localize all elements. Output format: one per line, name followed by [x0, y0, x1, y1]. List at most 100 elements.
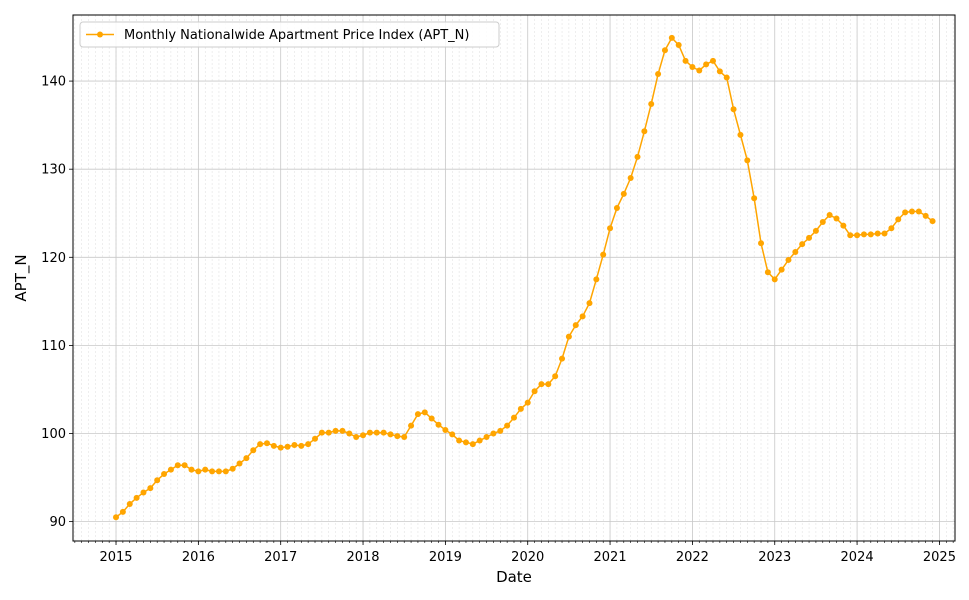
- data-point: [126, 500, 133, 507]
- data-point: [723, 74, 730, 81]
- data-point: [140, 489, 147, 496]
- data-point: [270, 442, 277, 449]
- data-point: [682, 57, 689, 64]
- data-point: [661, 47, 668, 54]
- data-point: [263, 440, 270, 447]
- x-tick-label: 2023: [758, 550, 791, 565]
- data-point: [874, 230, 881, 237]
- data-point: [895, 216, 902, 223]
- data-point: [764, 269, 771, 276]
- data-point: [607, 225, 614, 232]
- y-axis-title: APT_N: [12, 254, 31, 301]
- data-point: [360, 432, 367, 439]
- data-point: [257, 441, 264, 448]
- data-point: [284, 443, 291, 450]
- data-point: [517, 405, 524, 412]
- data-point: [188, 466, 195, 473]
- data-point: [380, 429, 387, 436]
- data-point: [119, 508, 126, 515]
- y-tick-labels: 90 100 110 120 130 140: [41, 75, 66, 531]
- data-point: [675, 41, 682, 48]
- data-point: [538, 381, 545, 388]
- data-point: [332, 427, 339, 434]
- data-point: [620, 190, 627, 197]
- data-point: [641, 128, 648, 135]
- x-axis-title: Date: [496, 568, 532, 586]
- data-point: [394, 433, 401, 440]
- data-point: [737, 131, 744, 138]
- data-point: [291, 441, 298, 448]
- data-point: [462, 439, 469, 446]
- data-point: [819, 219, 826, 226]
- data-point: [298, 442, 305, 449]
- data-point: [325, 429, 332, 436]
- data-point: [847, 232, 854, 239]
- data-point: [524, 399, 531, 406]
- data-point: [497, 427, 504, 434]
- data-point: [668, 34, 675, 41]
- data-point: [902, 209, 909, 216]
- legend-label: Monthly Nationalwide Apartment Price Ind…: [124, 28, 469, 43]
- data-point: [215, 468, 222, 475]
- data-point: [222, 468, 229, 475]
- data-point: [689, 63, 696, 70]
- x-tick-label: 2020: [511, 550, 544, 565]
- data-point: [593, 276, 600, 283]
- data-point: [799, 241, 806, 248]
- data-point: [476, 437, 483, 444]
- x-tick-label: 2018: [346, 550, 379, 565]
- data-point: [696, 67, 703, 74]
- data-point: [483, 434, 490, 441]
- data-point: [778, 266, 785, 273]
- data-point: [758, 240, 765, 247]
- data-point: [600, 251, 607, 258]
- data-point: [504, 422, 511, 429]
- data-point: [709, 57, 716, 64]
- y-tick-label: 120: [41, 251, 66, 266]
- y-tick-label: 130: [41, 163, 66, 178]
- x-tick-label: 2025: [923, 550, 956, 565]
- data-point: [167, 466, 174, 473]
- data-point: [730, 106, 737, 113]
- data-point: [511, 414, 517, 421]
- data-point: [572, 322, 579, 329]
- data-point: [703, 61, 710, 68]
- data-point: [888, 225, 895, 232]
- data-point: [229, 465, 236, 472]
- data-point: [353, 434, 360, 441]
- data-point: [545, 381, 552, 388]
- data-point: [908, 208, 915, 215]
- data-point: [744, 157, 751, 164]
- data-point: [209, 468, 216, 475]
- data-point: [854, 232, 861, 239]
- data-point: [613, 204, 620, 211]
- y-tick-label: 110: [41, 339, 66, 354]
- x-tick-label: 2017: [264, 550, 297, 565]
- data-point: [655, 71, 662, 78]
- data-point: [113, 514, 120, 521]
- data-point: [552, 373, 559, 380]
- data-point: [236, 460, 243, 467]
- data-point: [792, 249, 799, 256]
- data-point: [401, 434, 408, 441]
- data-point: [161, 471, 168, 478]
- data-point: [634, 153, 641, 160]
- data-point: [442, 426, 449, 433]
- series-markers: [113, 34, 936, 521]
- data-point: [812, 227, 819, 234]
- data-point: [339, 427, 346, 434]
- data-point: [181, 462, 188, 469]
- data-point: [833, 215, 840, 222]
- legend: Monthly Nationalwide Apartment Price Ind…: [79, 21, 500, 48]
- data-point: [627, 175, 634, 181]
- data-point: [531, 388, 538, 395]
- data-point: [318, 429, 325, 436]
- data-point: [305, 441, 312, 448]
- data-point: [456, 437, 463, 444]
- data-point: [147, 485, 154, 492]
- data-point: [387, 431, 394, 438]
- grid: [73, 15, 955, 541]
- data-point: [428, 415, 435, 422]
- data-point: [648, 100, 655, 107]
- data-point: [867, 231, 874, 238]
